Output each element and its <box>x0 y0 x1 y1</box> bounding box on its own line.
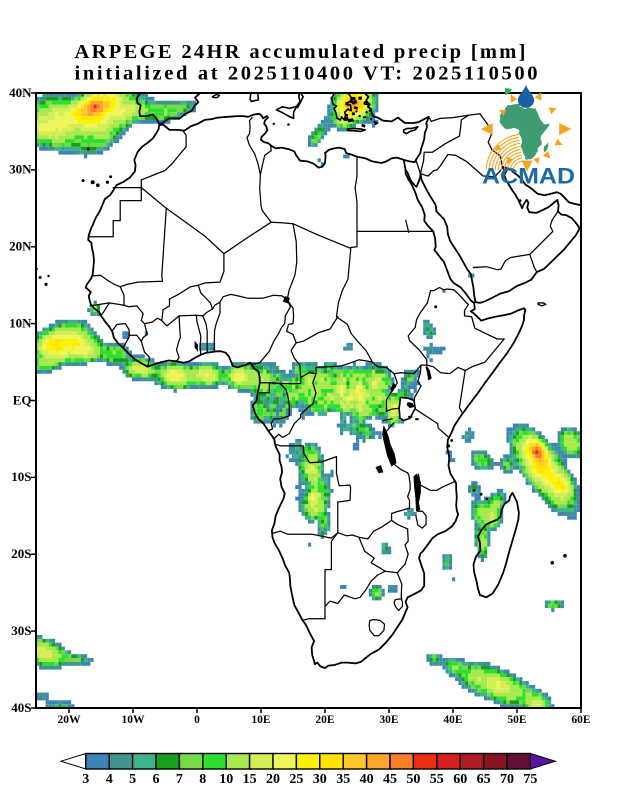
svg-text:20N: 20N <box>9 239 32 254</box>
svg-text:10N: 10N <box>9 315 32 330</box>
svg-text:30N: 30N <box>9 162 32 177</box>
svg-text:55: 55 <box>430 772 444 787</box>
svg-text:45: 45 <box>383 772 397 787</box>
svg-text:25: 25 <box>289 772 303 787</box>
svg-text:40N: 40N <box>9 85 32 100</box>
svg-text:50: 50 <box>406 772 420 787</box>
svg-text:0: 0 <box>194 714 200 726</box>
svg-text:30: 30 <box>313 772 327 787</box>
svg-text:7: 7 <box>176 772 183 787</box>
svg-text:60E: 60E <box>571 714 591 726</box>
svg-text:5: 5 <box>129 772 136 787</box>
svg-text:65: 65 <box>477 772 491 787</box>
svg-text:40S: 40S <box>11 700 31 715</box>
svg-text:40E: 40E <box>443 714 463 726</box>
svg-text:75: 75 <box>523 772 537 787</box>
svg-text:20S: 20S <box>11 546 31 561</box>
svg-text:10S: 10S <box>11 469 31 484</box>
svg-text:10: 10 <box>219 772 233 787</box>
svg-text:50E: 50E <box>507 714 527 726</box>
svg-text:30E: 30E <box>379 714 399 726</box>
svg-text:20W: 20W <box>58 714 82 726</box>
svg-text:3: 3 <box>82 772 89 787</box>
svg-text:15: 15 <box>243 772 257 787</box>
svg-text:ACMAD: ACMAD <box>482 164 575 189</box>
svg-text:8: 8 <box>199 772 206 787</box>
svg-text:70: 70 <box>500 772 514 787</box>
svg-text:initialized at 2025110400 VT:: initialized at 2025110400 VT: 2025110500 <box>75 63 538 85</box>
svg-text:30S: 30S <box>11 623 31 638</box>
svg-text:20E: 20E <box>315 714 335 726</box>
svg-text:ARPEGE 24HR accumulated precip: ARPEGE 24HR accumulated precip [mm] <box>75 41 526 63</box>
svg-text:35: 35 <box>336 772 350 787</box>
svg-text:4: 4 <box>106 772 113 787</box>
svg-text:60: 60 <box>453 772 467 787</box>
svg-text:10W: 10W <box>122 714 146 726</box>
svg-text:10E: 10E <box>251 714 271 726</box>
svg-text:6: 6 <box>153 772 160 787</box>
svg-text:EQ: EQ <box>13 392 32 407</box>
svg-text:20: 20 <box>266 772 280 787</box>
svg-text:40: 40 <box>360 772 374 787</box>
